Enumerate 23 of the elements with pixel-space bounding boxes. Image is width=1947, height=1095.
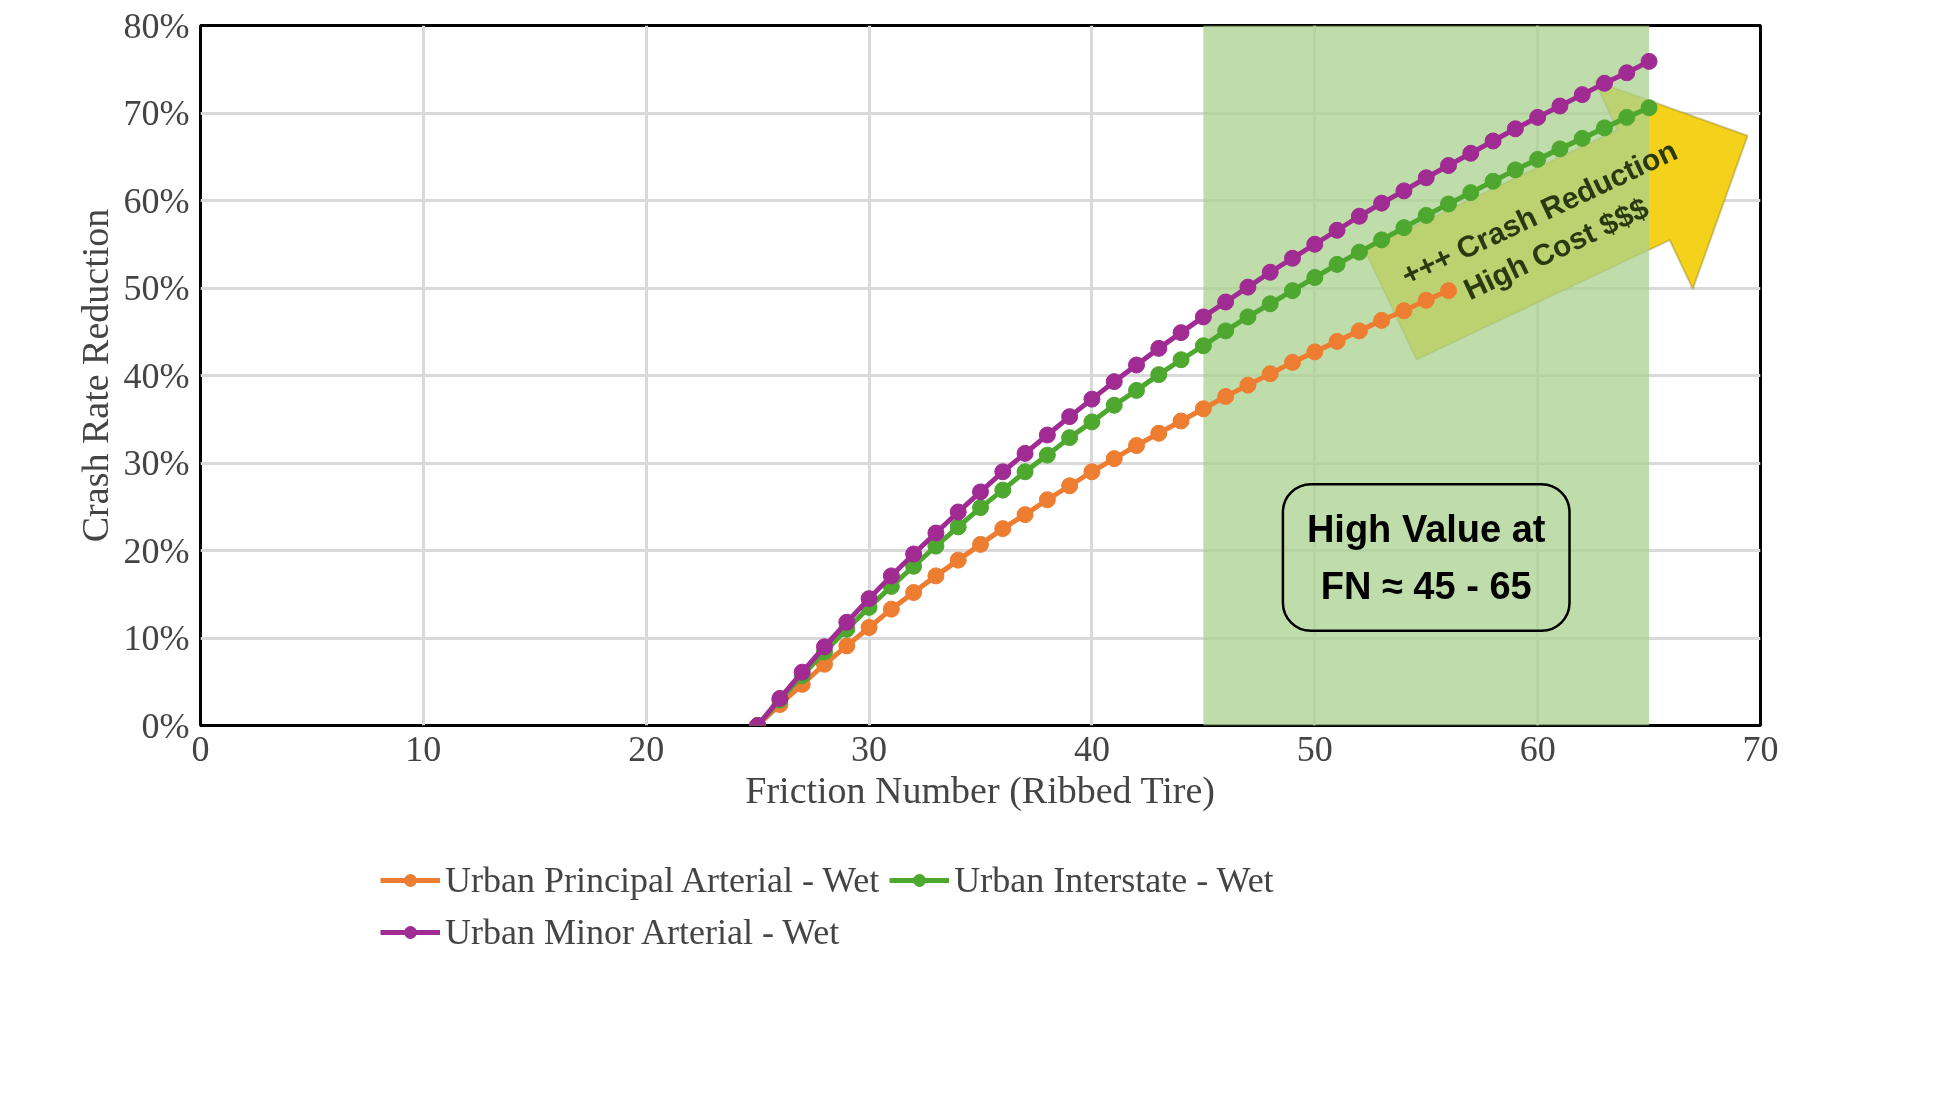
legend-label: Urban Minor Arterial - Wet — [445, 911, 840, 953]
y-tick-label: 30% — [123, 443, 190, 483]
y-tick-label: 0% — [141, 705, 190, 746]
y-tick-label: 70% — [123, 93, 190, 133]
x-tick-label: 40 — [1073, 728, 1110, 769]
y-tick-label: 10% — [123, 618, 190, 658]
y-tick-label: 50% — [123, 268, 190, 308]
band-label: High Value at FN ≈ 45 - 65 — [1306, 508, 1546, 607]
legend-label: Urban Interstate - Wet — [954, 859, 1274, 901]
x-axis-title: Friction Number (Ribbed Tire) — [745, 768, 1216, 812]
y-tick-label: 20% — [123, 530, 190, 571]
x-tick-label: 60 — [1519, 728, 1556, 769]
x-tick-label: 70 — [1742, 728, 1779, 769]
y-axis-title: Crash Rate Reduction — [73, 208, 116, 543]
y-tick-label: 80% — [123, 5, 190, 46]
x-tick-label: 50 — [1296, 728, 1333, 769]
x-tick-label: 20 — [628, 728, 665, 769]
x-tick-label: 0 — [191, 728, 210, 769]
y-tick-label: 40% — [123, 355, 190, 396]
x-tick-label: 30 — [851, 728, 888, 769]
y-tick-label: 60% — [123, 180, 190, 221]
legend-label: Urban Principal Arterial - Wet — [445, 859, 880, 901]
x-tick-label: 10 — [405, 728, 442, 769]
